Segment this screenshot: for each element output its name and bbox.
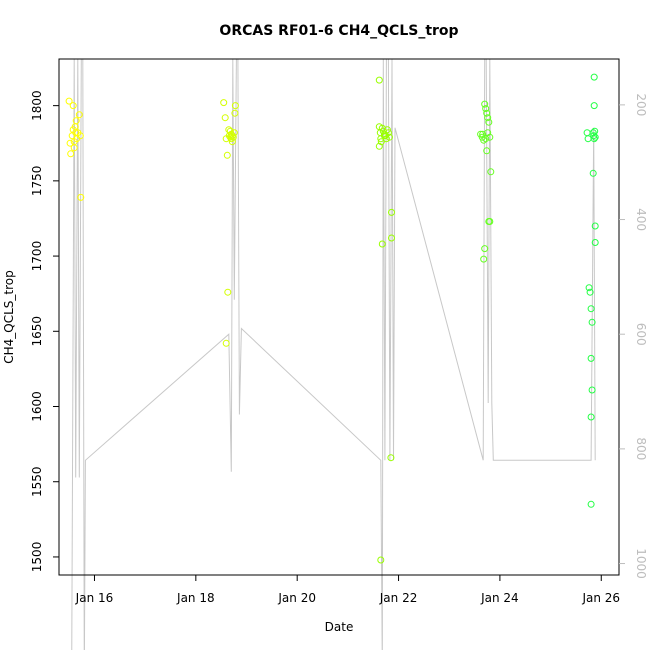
chart-title: ORCAS RF01-6 CH4_QCLS_trop	[219, 23, 458, 39]
data-point	[480, 255, 488, 263]
trace-line	[71, 58, 596, 650]
data-point	[229, 133, 237, 141]
data-point	[65, 97, 73, 105]
plot-frame	[58, 58, 620, 576]
data-point	[75, 111, 83, 119]
data-point	[70, 138, 78, 146]
data-point	[591, 133, 599, 141]
data-point	[77, 193, 85, 201]
data-point	[591, 239, 599, 246]
data-point	[583, 129, 591, 137]
data-point	[224, 288, 232, 296]
data-point	[383, 126, 391, 134]
data-point	[379, 127, 387, 135]
data-point	[487, 168, 495, 176]
data-point	[221, 114, 229, 122]
data-point	[72, 117, 80, 125]
x-tick-label: Jan 16	[75, 591, 114, 605]
data-point	[585, 284, 593, 292]
flight-trace	[71, 58, 596, 650]
x-tick-label: Jan 24	[480, 591, 519, 605]
data-point	[587, 413, 595, 421]
data-point	[378, 124, 386, 132]
y-tick-label: 1650	[30, 316, 44, 347]
data-point	[69, 102, 77, 110]
y-tick-label: 1500	[30, 542, 44, 573]
data-point	[220, 99, 228, 107]
data-point	[225, 132, 233, 140]
data-point	[588, 386, 596, 394]
data-point	[482, 105, 490, 113]
x-tick-label: Jan 18	[176, 591, 215, 605]
data-point	[590, 135, 598, 143]
data-point	[589, 169, 597, 177]
right-tick-label: 200	[634, 93, 648, 116]
data-point	[228, 138, 236, 146]
data-point	[378, 240, 386, 248]
data-point	[588, 318, 596, 326]
data-point	[375, 142, 383, 150]
right-tick-label: 800	[634, 437, 648, 460]
data-point	[484, 114, 492, 122]
y-tick-label: 1800	[30, 90, 44, 121]
data-point	[483, 147, 491, 155]
data-point	[584, 135, 592, 143]
data-point	[485, 118, 493, 126]
data-points	[65, 73, 599, 564]
data-point	[388, 234, 395, 242]
x-axis-label: Date	[325, 620, 354, 634]
data-point	[388, 208, 395, 216]
data-point	[483, 109, 491, 117]
y-tick-label: 1600	[30, 391, 44, 422]
right-tick-label: 1000	[634, 548, 648, 579]
data-point	[222, 339, 230, 347]
data-point	[387, 454, 395, 462]
data-point	[587, 500, 595, 508]
y-tick-label: 1750	[30, 166, 44, 197]
data-point	[223, 151, 231, 159]
data-point	[590, 132, 598, 140]
data-point	[385, 133, 393, 141]
axes: Jan 16 Jan 18 Jan 20 Jan 22 Jan 24 Jan 26 1500…	[30, 58, 648, 605]
data-point	[590, 73, 598, 81]
data-point	[591, 222, 599, 230]
data-point	[231, 109, 239, 117]
data-point	[486, 133, 494, 141]
y-axis-label: CH4_QCLS_trop	[2, 270, 16, 364]
y-tick-label: 1550	[30, 466, 44, 497]
data-point	[377, 556, 385, 564]
data-point	[485, 218, 493, 225]
data-point	[377, 138, 385, 146]
data-point	[231, 102, 239, 110]
x-tick-label: Jan 26	[581, 591, 620, 605]
data-point	[587, 305, 595, 313]
data-point	[479, 130, 487, 138]
data-point	[481, 245, 489, 253]
data-point	[586, 288, 594, 296]
data-point	[72, 129, 80, 137]
data-point	[587, 354, 595, 362]
right-tick-label: 600	[634, 323, 648, 346]
data-point	[66, 139, 74, 147]
data-point	[481, 100, 489, 108]
y-tick-label: 1700	[30, 241, 44, 272]
x-tick-label: Jan 20	[277, 591, 316, 605]
right-tick-label: 400	[634, 208, 648, 231]
data-point	[484, 129, 492, 137]
data-point	[226, 133, 234, 141]
data-point	[67, 150, 75, 158]
data-point	[590, 102, 598, 110]
data-point	[230, 129, 238, 137]
data-point	[380, 132, 388, 140]
data-point	[375, 76, 383, 84]
x-tick-label: Jan 22	[379, 591, 418, 605]
